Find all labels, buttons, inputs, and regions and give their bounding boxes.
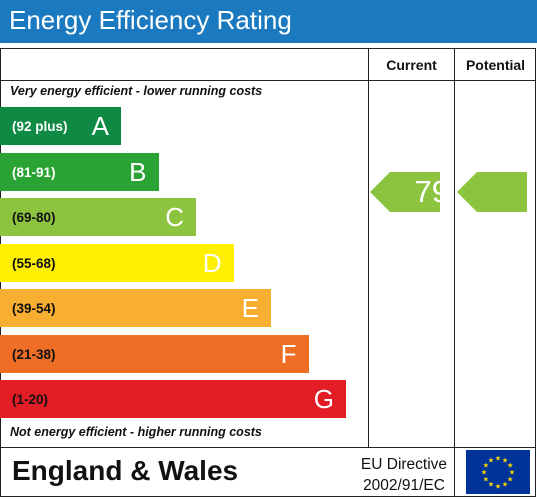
- band-letter: F: [280, 338, 297, 369]
- potential-column-header: Potential: [465, 57, 526, 73]
- region-label: England & Wales: [12, 455, 239, 486]
- band-letter: D: [202, 247, 222, 278]
- current-rating-value: 78: [327, 174, 362, 209]
- potential-column-divider: [454, 48, 455, 497]
- band-letter: B: [129, 156, 147, 187]
- directive-line-2: 2002/91/EC: [363, 477, 445, 494]
- band-range-label: (81-91): [12, 164, 56, 180]
- potential-rating-arrow: [457, 172, 527, 212]
- eu-flag-icon: ★ ★★★★★★★★★★★: [466, 450, 530, 494]
- band-range-label: (21-38): [12, 346, 56, 362]
- band-e: (39-54) E: [0, 289, 271, 327]
- band-letter: A: [91, 111, 109, 141]
- current-column-header: Current: [386, 57, 437, 73]
- eu-star-icon: ★: [507, 476, 513, 484]
- band-f: (21-38) F: [0, 334, 309, 373]
- eu-star-icon: ★: [488, 481, 494, 489]
- band-letter: G: [313, 384, 334, 414]
- band-letter: E: [241, 293, 259, 323]
- potential-rating-value: 79: [414, 174, 449, 209]
- current-column-divider: [368, 48, 369, 448]
- chart-title: Energy Efficiency Rating: [0, 0, 537, 43]
- eu-star-icon: ★: [507, 462, 513, 470]
- band-a: (92 plus) A: [0, 107, 121, 145]
- band-range-label: (55-68): [12, 255, 56, 271]
- band-c: (69-80) C: [0, 198, 196, 236]
- eu-star-icon: ★: [495, 483, 501, 491]
- band-range-label: (1-20): [12, 392, 49, 407]
- eu-star-icon: ★: [481, 469, 487, 477]
- eu-star-icon: ★: [509, 469, 515, 477]
- eu-star-icon: ★: [495, 455, 501, 463]
- bottom-note: Not energy efficient - higher running co…: [10, 425, 262, 439]
- band-range-label: (39-54): [12, 301, 56, 316]
- footer-row-divider: [0, 447, 536, 448]
- eu-star-icon: ★: [483, 476, 489, 484]
- band-b: (81-91) B: [0, 152, 159, 191]
- eu-star-icon: ★: [488, 456, 494, 464]
- eu-star-icon: ★: [502, 481, 508, 489]
- band-range-label: (92 plus): [12, 119, 68, 134]
- band-letter: C: [165, 202, 184, 232]
- current-rating-arrow: [370, 172, 440, 212]
- band-range-label: (69-80): [12, 210, 56, 225]
- eu-star-icon: ★: [502, 456, 508, 464]
- eu-star-icon: ★: [483, 462, 489, 470]
- band-d: (55-68) D: [0, 243, 234, 282]
- top-note: Very energy efficient - lower running co…: [10, 84, 263, 98]
- directive-line-1: EU Directive: [360, 456, 448, 473]
- band-g: (1-20) G: [0, 380, 346, 418]
- header-row-divider: [0, 80, 536, 81]
